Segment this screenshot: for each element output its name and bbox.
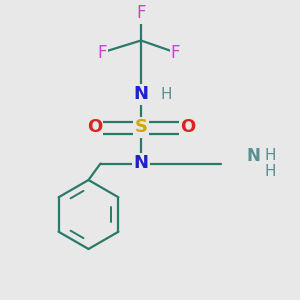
Text: F: F [171,44,180,62]
Text: O: O [180,118,195,136]
Text: N: N [134,154,148,172]
Text: N: N [247,147,260,165]
Text: N: N [134,85,148,103]
Text: F: F [136,4,146,22]
Text: F: F [97,44,107,62]
Text: H: H [264,164,276,178]
Text: H: H [264,148,276,164]
Text: H: H [161,87,172,102]
Text: O: O [87,118,102,136]
Text: S: S [134,118,148,136]
